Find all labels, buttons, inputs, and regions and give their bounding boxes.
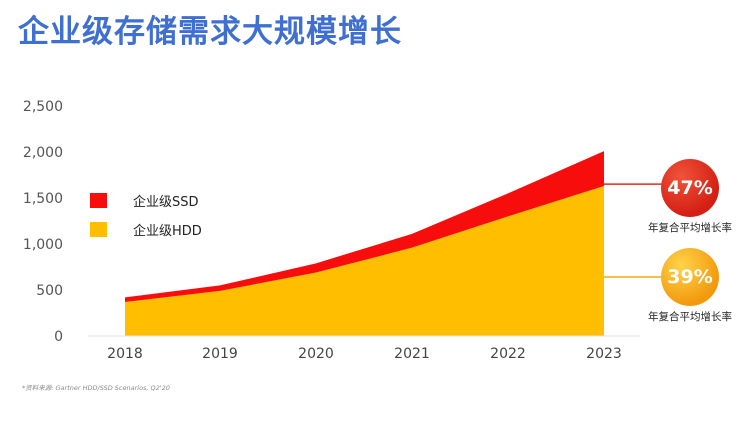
y-tick-label: 2,500 bbox=[23, 99, 63, 115]
hdd-area bbox=[125, 186, 604, 336]
hdd-cagr-badge: 39% bbox=[661, 248, 719, 306]
x-tick-label: 2018 bbox=[107, 346, 143, 362]
y-axis: 0 500 1,000 1,500 2,000 2,500 bbox=[23, 99, 63, 345]
x-axis: 2018 2019 2020 2021 2022 2023 bbox=[107, 346, 622, 362]
hdd-cagr-label: 年复合平均增长率 bbox=[648, 311, 732, 323]
chart-areas bbox=[125, 151, 604, 336]
legend-swatch-hdd bbox=[90, 222, 107, 237]
y-tick-label: 500 bbox=[36, 283, 63, 299]
legend-label-hdd: 企业级HDD bbox=[133, 224, 202, 239]
x-tick-label: 2023 bbox=[586, 346, 622, 362]
ssd-cagr-badge: 47% bbox=[661, 159, 719, 217]
source-footnote: *资料来源: Gartner HDD/SSD Scenarios, Q2'20 bbox=[22, 384, 170, 392]
x-tick-label: 2022 bbox=[490, 346, 526, 362]
legend-item-hdd: 企业级HDD bbox=[90, 220, 202, 239]
x-tick-label: 2020 bbox=[298, 346, 334, 362]
legend-label-ssd: 企业级SSD bbox=[133, 195, 199, 210]
ssd-cagr-label: 年复合平均增长率 bbox=[648, 222, 732, 234]
page-title: 企业级存储需求大规模增长 bbox=[18, 14, 402, 50]
y-tick-label: 0 bbox=[54, 329, 63, 345]
y-tick-label: 1,500 bbox=[23, 191, 63, 207]
x-tick-label: 2021 bbox=[394, 346, 430, 362]
x-tick-label: 2019 bbox=[202, 346, 238, 362]
y-tick-label: 1,000 bbox=[23, 237, 63, 253]
legend-item-ssd: 企业级SSD bbox=[90, 191, 199, 210]
legend-swatch-ssd bbox=[90, 193, 107, 208]
y-tick-label: 2,000 bbox=[23, 145, 63, 161]
